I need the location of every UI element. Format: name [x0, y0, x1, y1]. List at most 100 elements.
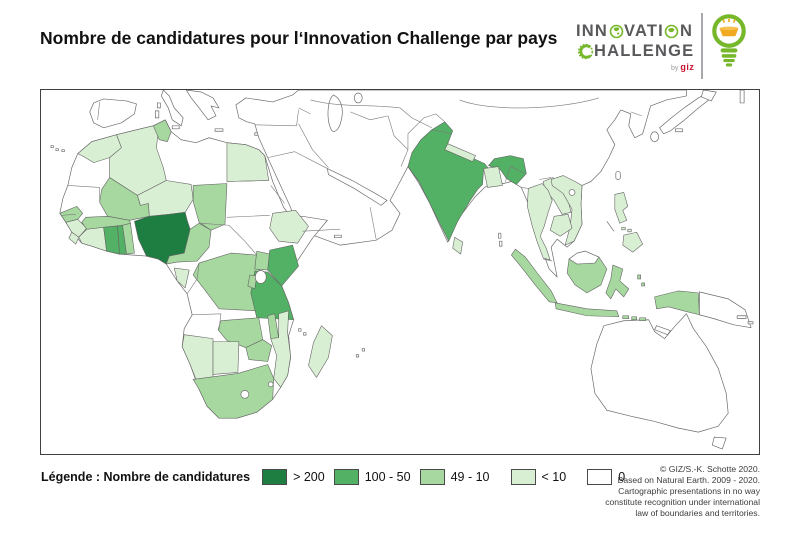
- iberia: [89, 98, 137, 129]
- country: [511, 248, 558, 304]
- lake-victoria: [254, 270, 267, 284]
- country: [308, 325, 333, 378]
- legend-item: 0: [587, 469, 625, 485]
- country: [153, 119, 172, 143]
- country: [68, 231, 80, 245]
- map-frame: [40, 89, 760, 455]
- legend-swatch: [262, 469, 288, 485]
- logo-wordmark: INN VATI N HALLENGE by giz: [576, 21, 694, 72]
- legend-swatch: [510, 469, 536, 485]
- country: [247, 274, 258, 290]
- canary-islands: [50, 145, 54, 149]
- country: [165, 222, 212, 265]
- country: [554, 302, 620, 318]
- mauritius: [355, 354, 360, 358]
- country: [65, 218, 88, 238]
- legend-class-label: < 10: [541, 470, 567, 484]
- country: [137, 180, 194, 217]
- country: [181, 334, 214, 383]
- legend-swatch: [587, 469, 613, 485]
- tasmania: [711, 436, 727, 450]
- attribution-line: Based on Natural Earth. 2009 - 2020.: [617, 475, 760, 485]
- swaziland: [267, 381, 274, 388]
- logo-divider: [701, 13, 704, 79]
- country: [605, 264, 630, 300]
- japan-hokkaido: [700, 90, 717, 102]
- australia: [590, 313, 729, 433]
- andaman: [498, 232, 502, 239]
- logo-text-n: N: [679, 22, 694, 40]
- palawan: [606, 221, 615, 232]
- country: [483, 166, 503, 188]
- papua-new-guinea: [699, 291, 752, 329]
- legend-class-label: 49 - 10: [450, 470, 490, 484]
- aral-sea: [353, 92, 363, 104]
- country: [641, 282, 645, 287]
- country: [654, 290, 700, 316]
- logo-text-inn: INN: [576, 22, 609, 40]
- country: [614, 192, 629, 224]
- italy: [160, 90, 184, 127]
- legend-class-label: 100 - 50: [364, 470, 411, 484]
- country: [269, 210, 309, 244]
- country: [452, 236, 463, 255]
- country: [267, 244, 299, 287]
- lightbulb-icon: [712, 14, 747, 67]
- legend-item: < 10: [510, 469, 567, 485]
- byline-giz: giz: [680, 62, 695, 72]
- timor: [654, 325, 671, 336]
- legend-item: > 200: [262, 469, 325, 485]
- choropleth-map: [50, 90, 754, 450]
- country: [637, 274, 641, 280]
- country: [622, 315, 630, 320]
- attribution-line: © GIZ/S.-K. Schotte 2020.: [660, 464, 760, 474]
- legend: Légende : Nombre de candidatures > 200 1…: [41, 468, 634, 486]
- country: [270, 310, 291, 388]
- attribution: © GIZ/S.-K. Schotte 2020. Based on Natur…: [584, 464, 760, 519]
- logo-text-vati: VATI: [624, 22, 664, 40]
- globe-icon: [609, 24, 623, 38]
- country: [622, 231, 643, 253]
- legend-class-label: 0: [618, 470, 626, 484]
- balkans-greece: [185, 90, 220, 121]
- asia-borders: [254, 97, 642, 262]
- country: [254, 250, 271, 271]
- country: [122, 222, 135, 255]
- legend-title: Légende : Nombre de candidatures: [41, 470, 251, 484]
- innovation-challenge-logo: INN VATI N HALLENGE by giz: [576, 13, 762, 87]
- legend-item: 100 - 50: [333, 469, 411, 485]
- globe-icon: [665, 24, 679, 38]
- byline-by: by: [671, 65, 681, 72]
- country: [444, 143, 476, 162]
- hainan: [568, 189, 576, 196]
- socotra: [334, 234, 342, 239]
- persian-gulf: [326, 167, 388, 206]
- country: [527, 183, 553, 261]
- country: [245, 339, 273, 362]
- comoros: [298, 328, 302, 332]
- country: [173, 267, 190, 289]
- country: [212, 341, 240, 375]
- logo-byline: by giz: [671, 62, 694, 72]
- country: [631, 316, 637, 321]
- gear-c-icon: [577, 43, 593, 59]
- legend-swatch: [419, 469, 445, 485]
- africa-borders: [61, 180, 285, 330]
- legend-swatch: [333, 469, 359, 485]
- lesotho: [240, 390, 250, 399]
- country: [549, 214, 573, 237]
- sakhalin: [739, 90, 745, 104]
- logo-line-innovation: INN VATI N: [576, 21, 693, 41]
- attribution-line: constitute recognition under internation…: [605, 497, 760, 507]
- country: [621, 226, 626, 231]
- page-title: Nombre de candidatures pour l‘Innovation…: [40, 27, 558, 48]
- legend-class-label: > 200: [293, 470, 325, 484]
- legend-item: 49 - 10: [419, 469, 490, 485]
- country: [59, 206, 84, 223]
- taiwan: [615, 171, 621, 180]
- logo-line-challenge: HALLENGE: [576, 41, 694, 61]
- country: [627, 228, 632, 233]
- country: [226, 142, 270, 182]
- logo-text-hallenge: HALLENGE: [594, 42, 695, 60]
